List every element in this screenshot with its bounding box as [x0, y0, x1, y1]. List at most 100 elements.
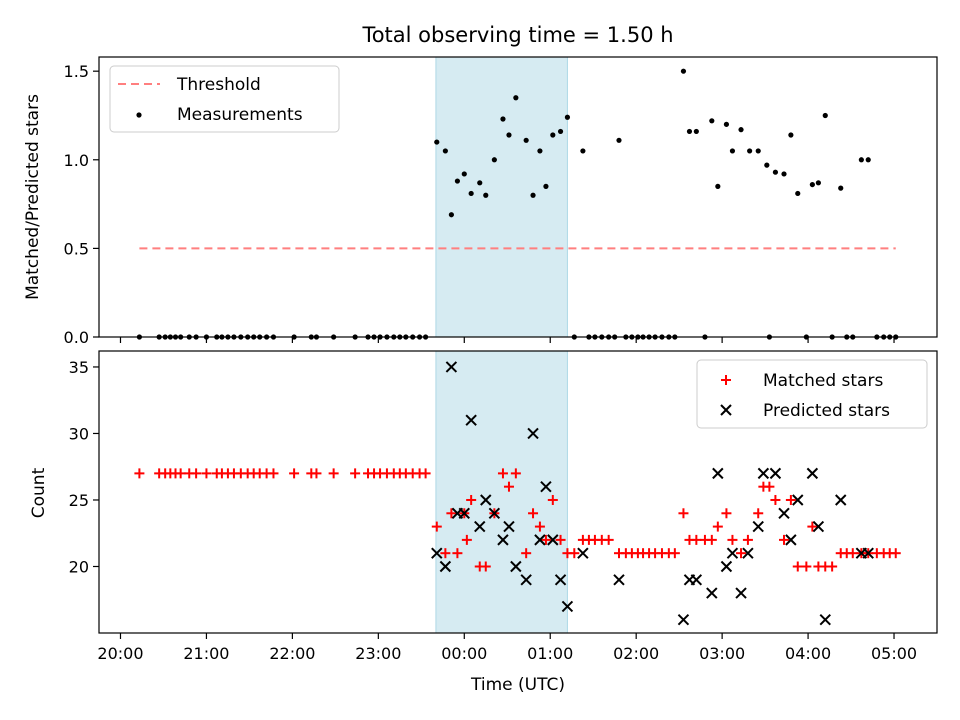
measurement-point	[537, 148, 543, 154]
matched-star-point	[801, 561, 812, 572]
predicted-star-point-b	[757, 467, 770, 480]
x-tick-label: 03:00	[699, 644, 745, 663]
predicted-star-point	[812, 520, 825, 533]
matched-star-point	[431, 521, 442, 532]
predicted-star-point-b	[510, 560, 522, 573]
matched-star-point	[480, 561, 491, 572]
measurement-point	[865, 157, 871, 163]
observing-window-shade	[435, 350, 568, 634]
measurement-point	[468, 190, 474, 197]
y-tick-label: 1.0	[64, 151, 89, 170]
matched-star-point	[201, 468, 212, 479]
x-tick-label: 22:00	[269, 644, 315, 663]
matched-star-point	[452, 548, 463, 559]
matched-star-point	[503, 481, 514, 492]
y-tick-label: 35	[69, 358, 89, 377]
legend-measurements-label: Measurements	[177, 105, 303, 125]
matched-star-point	[420, 468, 431, 479]
predicted-star-point	[554, 574, 567, 586]
axes-frame	[98, 350, 938, 634]
predicted-star-point	[510, 560, 522, 573]
measurement-point	[838, 185, 844, 191]
measurement-point	[822, 112, 828, 119]
measurement-point	[530, 192, 536, 198]
legend-matched-label: Matched stars	[763, 371, 883, 391]
legend-measurements-swatch	[136, 112, 142, 118]
count-legend-box	[696, 359, 928, 429]
matched-star-point	[669, 548, 680, 559]
predicted-star-point	[613, 574, 625, 586]
predicted-star-point	[534, 534, 546, 546]
matched-star-point	[721, 508, 732, 519]
matched-star-point	[569, 548, 580, 559]
predicted-star-point	[677, 613, 690, 626]
predicted-star-point-b	[439, 560, 452, 573]
matched-star-point	[727, 534, 738, 545]
predicted-star-point-b	[465, 414, 477, 426]
predicted-star-point-b	[835, 494, 847, 506]
predicted-star-point-b	[819, 613, 831, 626]
predicted-star-point	[431, 547, 443, 559]
observing-window-shade	[435, 56, 568, 338]
measurement-point	[729, 148, 736, 154]
matched-star-point	[827, 561, 838, 572]
predicted-star-point-b	[480, 494, 492, 506]
ratio-legend: Threshold Measurements	[109, 65, 340, 133]
count-panel: 20:00 21:00 22:00 23:00 00:00 01:00 02:00 03:00…	[69, 350, 938, 663]
predicted-star-point	[520, 574, 532, 586]
matched-star-point	[779, 534, 790, 545]
ratio-panel: 0.0 0.5 1.0 1.5 Threshold Measurements	[64, 56, 938, 347]
matched-star-point	[268, 468, 279, 479]
measurement-point	[616, 137, 622, 143]
y-tick-label: 0.5	[64, 239, 89, 258]
ratio-y-label: Matched/Predicted stars	[23, 94, 43, 300]
predicted-star-point	[439, 560, 452, 573]
predicted-star-point-b	[862, 547, 874, 559]
predicted-star-point-b	[712, 467, 724, 480]
matched-star-point	[521, 548, 532, 559]
predicted-star-point-b	[540, 480, 552, 493]
matched-star-point	[510, 468, 521, 479]
measurement-point	[764, 162, 770, 168]
predicted-star-point-b	[520, 574, 532, 586]
matched-star-point	[350, 468, 361, 479]
measurement-point	[709, 118, 715, 124]
measurement-point	[500, 116, 506, 122]
predicted-star-point	[806, 467, 819, 480]
measurement-point	[809, 181, 815, 188]
y-tick-label: 30	[69, 424, 89, 443]
matched-star-point	[289, 468, 300, 479]
predicted-star-point	[819, 613, 831, 626]
measurement-point	[772, 169, 779, 175]
measurement-point	[491, 157, 497, 163]
legend-threshold-label: Threshold	[176, 75, 261, 95]
predicted-star-point-b	[534, 534, 546, 546]
predicted-star-point	[488, 507, 501, 519]
measurement-point	[483, 192, 489, 198]
matched-star-point	[440, 548, 451, 559]
measurement-point	[506, 132, 512, 138]
predicted-star-point	[785, 534, 797, 546]
measurement-point	[723, 121, 730, 127]
legend-predicted-swatch-b	[720, 404, 732, 416]
matched-star-point	[603, 534, 614, 545]
measurement-point	[454, 178, 461, 184]
predicted-star-point	[769, 467, 782, 480]
count-legend: Matched stars Predicted stars	[696, 359, 928, 429]
predicted-star-point-b	[431, 547, 443, 559]
predicted-star-point	[752, 520, 764, 533]
predicted-star-point-b	[752, 520, 764, 533]
predicted-star-point-b	[458, 507, 470, 519]
matched-star-point	[328, 468, 339, 479]
axes-frame	[98, 56, 938, 338]
predicted-star-point-b	[497, 534, 509, 546]
measurement-point	[693, 128, 699, 135]
x-tick-label: 05:00	[871, 644, 917, 663]
measurement-point	[543, 183, 549, 189]
measurement-point	[788, 132, 794, 138]
count-y-label: Count	[29, 467, 49, 518]
matched-star-point	[742, 534, 753, 545]
predicted-star-point	[465, 414, 477, 426]
x-tick-label: 20:00	[97, 644, 143, 663]
matched-star-point	[555, 534, 566, 545]
